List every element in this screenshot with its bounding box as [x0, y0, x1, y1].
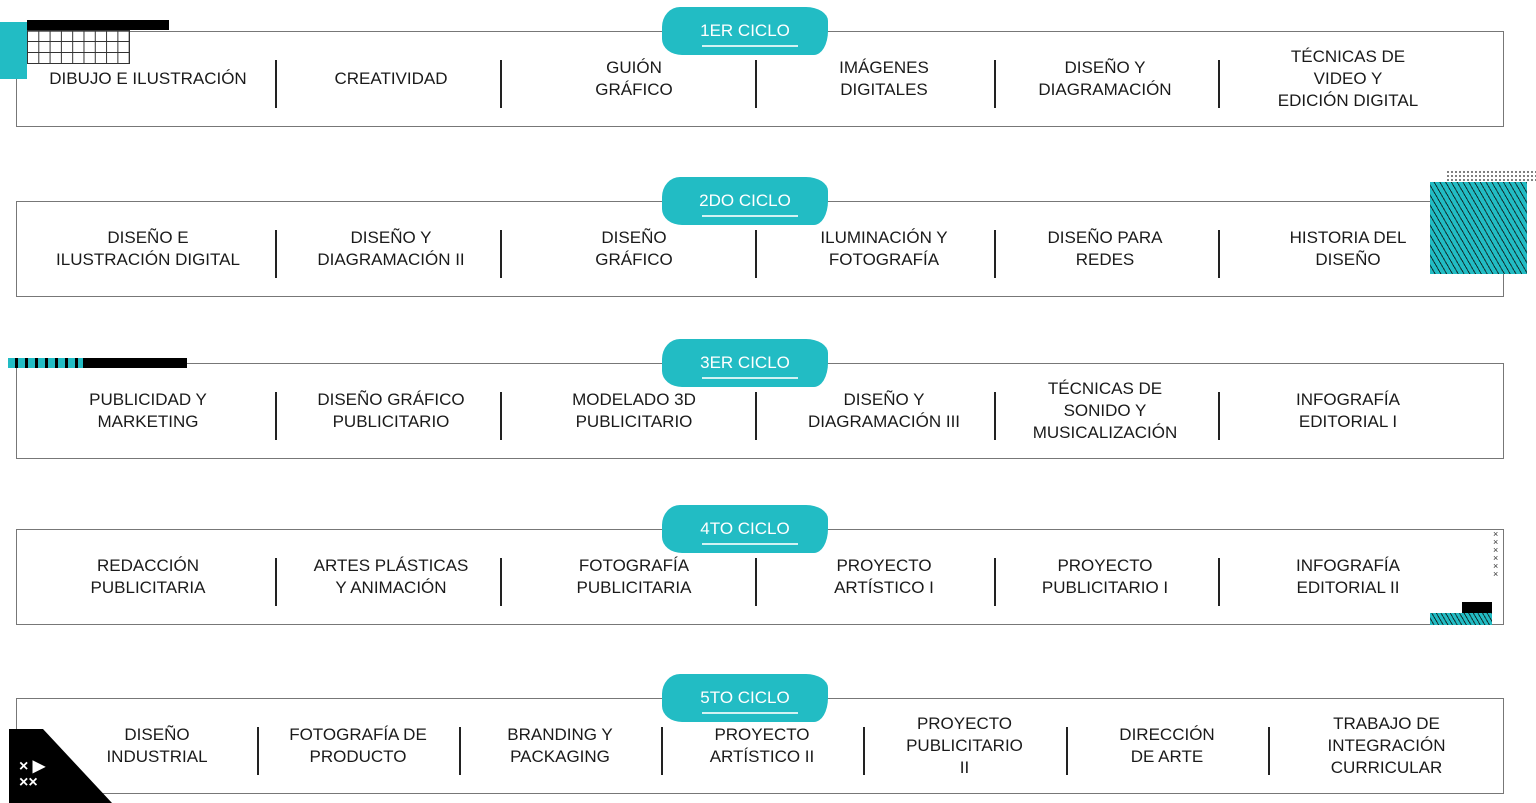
column-divider — [994, 558, 996, 606]
column-divider — [994, 392, 996, 440]
course-item: Infografía editorial II — [1296, 556, 1400, 597]
course-item: Diseño y diagramación — [1038, 58, 1172, 99]
column-divider — [275, 230, 277, 278]
cycle-badge: 3ER CICLO — [662, 339, 828, 387]
course-item: Artes plásticas y animación — [313, 556, 469, 597]
course-item: Diseño e ilustración digital — [56, 228, 240, 269]
logo-mark-icon: × ▶ ×× — [19, 758, 46, 791]
teal-square-decoration — [0, 22, 27, 79]
teal-pattern-decoration — [1430, 182, 1527, 274]
course-item: Diseño gráfico publicitario — [317, 390, 465, 431]
course-item: Dibujo e ilustración — [49, 69, 247, 88]
column-divider — [1218, 392, 1220, 440]
column-divider — [1066, 727, 1068, 775]
course-item: Proyecto artístico II — [709, 725, 815, 766]
column-divider — [755, 558, 757, 606]
course-item: Publicidad y marketing — [89, 390, 207, 431]
course-item: Historia del diseño — [1289, 228, 1407, 269]
course-item: Proyecto publicitario II — [906, 714, 1023, 777]
column-divider — [1218, 60, 1220, 108]
course-item: Branding y packaging — [507, 725, 613, 766]
column-divider — [755, 392, 757, 440]
course-item: Imágenes digitales — [839, 58, 929, 99]
course-item: Diseño industrial — [106, 725, 208, 766]
column-divider — [500, 60, 502, 108]
cycle-badge: 4TO CICLO — [662, 505, 828, 553]
course-item: Diseño gráfico — [595, 228, 673, 269]
column-divider — [1218, 558, 1220, 606]
course-item: Modelado 3D publicitario — [572, 390, 696, 431]
course-item: Proyecto publicitario I — [1041, 556, 1169, 597]
course-item: Infografía editorial I — [1296, 390, 1400, 431]
column-divider — [459, 727, 461, 775]
column-divider — [863, 727, 865, 775]
column-divider — [994, 230, 996, 278]
column-divider — [661, 727, 663, 775]
striped-bar-decoration — [8, 358, 187, 368]
course-item: Iluminación y fotografía — [820, 228, 948, 269]
column-divider — [1268, 727, 1270, 775]
column-divider — [755, 230, 757, 278]
cycle-row: Diseño e ilustración digital Diseño y dia… — [16, 201, 1504, 297]
column-divider — [994, 60, 996, 108]
course-item: Redacción publicitaria — [90, 556, 206, 597]
black-bar-decoration — [27, 20, 169, 30]
column-divider — [1218, 230, 1220, 278]
course-item: Trabajo de integración curricular — [1327, 714, 1446, 777]
course-item: Técnicas de sonido y musicalización — [1032, 379, 1178, 442]
course-item: Fotografía de producto — [289, 725, 427, 766]
grid-decoration — [27, 30, 130, 64]
column-divider — [275, 60, 277, 108]
column-divider — [275, 558, 277, 606]
dots-decoration — [1446, 170, 1536, 182]
corner-block-decoration — [1430, 613, 1492, 625]
cycle-badge: 5TO CICLO — [662, 674, 828, 722]
course-item: Dirección de arte — [1119, 725, 1215, 766]
course-item: Creatividad — [334, 69, 448, 88]
black-block-decoration — [1462, 602, 1492, 613]
course-item: Proyecto artístico I — [834, 556, 934, 597]
cycle-badge: 1ER CICLO — [662, 7, 828, 55]
cycle-badge: 2DO CICLO — [662, 177, 828, 225]
column-divider — [257, 727, 259, 775]
cycle-row: Publicidad y marketing Diseño gráfico pub… — [16, 363, 1504, 459]
course-item: Diseño y diagramación III — [807, 390, 961, 431]
course-item: Diseño para redes — [1047, 228, 1163, 269]
column-divider — [275, 392, 277, 440]
column-divider — [500, 392, 502, 440]
course-item: Guión gráfico — [595, 58, 673, 99]
column-divider — [755, 60, 757, 108]
crosses-decoration: × × × × × × — [1493, 529, 1499, 579]
column-divider — [500, 230, 502, 278]
column-divider — [500, 558, 502, 606]
course-item: Diseño y diagramación II — [317, 228, 465, 269]
course-item: Fotografía publicitaria — [576, 556, 692, 597]
course-item: Técnicas de video y edición digital — [1277, 47, 1419, 110]
